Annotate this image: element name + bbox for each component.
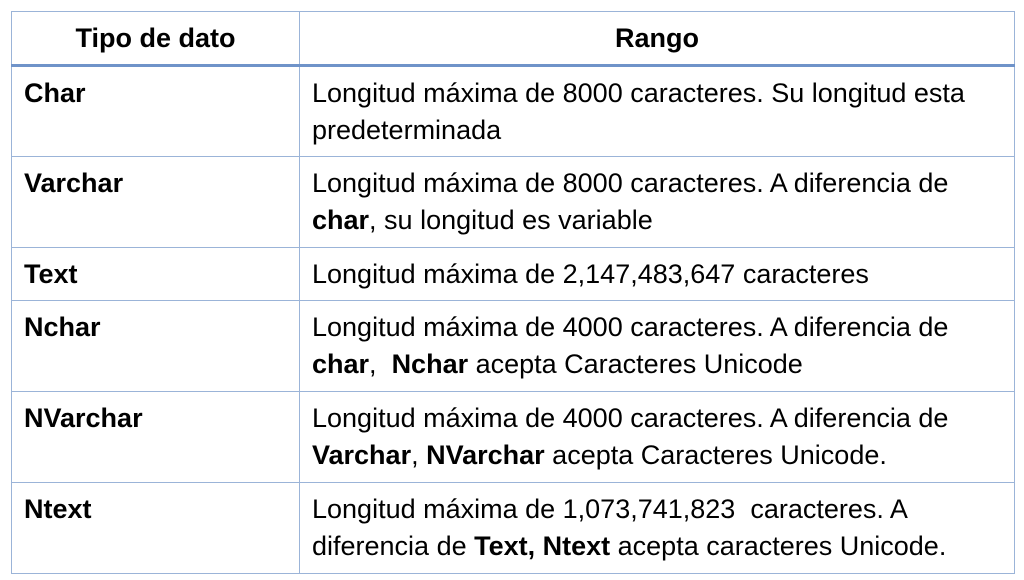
type-cell: Ntext xyxy=(11,482,300,574)
data-types-table: Tipo de dato Rango Char Longitud máxima … xyxy=(11,11,1015,574)
type-cell: Varchar xyxy=(11,156,300,248)
table-row: Ntext Longitud máxima de 1,073,741,823 c… xyxy=(11,482,1015,574)
range-cell: Longitud máxima de 4000 caracteres. A di… xyxy=(299,300,1015,392)
range-keyword: NVarchar xyxy=(426,440,545,470)
range-text: Longitud máxima de 8000 caracteres. A di… xyxy=(312,168,949,198)
range-text: Longitud máxima de 4000 caracteres. A di… xyxy=(312,403,949,433)
range-text: , xyxy=(411,440,427,470)
type-cell: Char xyxy=(11,65,300,157)
range-text: , xyxy=(369,349,392,379)
table-row: Nchar Longitud máxima de 4000 caracteres… xyxy=(11,300,1015,392)
range-cell: Longitud máxima de 8000 caracteres. Su l… xyxy=(299,65,1015,157)
range-keyword: char xyxy=(312,349,370,379)
range-cell: Longitud máxima de 1,073,741,823 caracte… xyxy=(299,482,1015,574)
range-text: Longitud máxima de 1,073,741,823 caracte… xyxy=(312,494,914,561)
type-cell: Text xyxy=(11,247,300,301)
range-text: acepta caracteres Unicode. xyxy=(610,531,947,561)
range-keyword: Varchar xyxy=(312,440,412,470)
table-row: Varchar Longitud máxima de 8000 caracter… xyxy=(11,156,1015,248)
range-cell: Longitud máxima de 8000 caracteres. A di… xyxy=(299,156,1015,248)
range-cell: Longitud máxima de 2,147,483,647 caracte… xyxy=(299,247,1015,301)
range-cell: Longitud máxima de 4000 caracteres. A di… xyxy=(299,391,1015,483)
range-text: acepta Caracteres Unicode xyxy=(468,349,803,379)
type-cell: NVarchar xyxy=(11,391,300,483)
range-text: Longitud máxima de 2,147,483,647 caracte… xyxy=(312,259,869,289)
table-row: NVarchar Longitud máxima de 4000 caracte… xyxy=(11,391,1015,483)
range-text: Longitud máxima de 8000 caracteres. Su l… xyxy=(312,78,965,145)
table-row: Char Longitud máxima de 8000 caracteres.… xyxy=(11,65,1015,157)
range-text: acepta Caracteres Unicode. xyxy=(544,440,887,470)
header-range: Rango xyxy=(299,11,1015,67)
type-cell: Nchar xyxy=(11,300,300,392)
range-keyword: Text, Ntext xyxy=(474,531,611,561)
range-keyword: Nchar xyxy=(391,349,469,379)
range-text: Longitud máxima de 4000 caracteres. A di… xyxy=(312,312,956,342)
header-type: Tipo de dato xyxy=(11,11,300,67)
range-text: , su longitud es variable xyxy=(369,205,653,235)
header-row: Tipo de dato Rango xyxy=(11,11,1015,67)
table-row: Text Longitud máxima de 2,147,483,647 ca… xyxy=(11,247,1015,301)
range-keyword: char xyxy=(312,205,370,235)
